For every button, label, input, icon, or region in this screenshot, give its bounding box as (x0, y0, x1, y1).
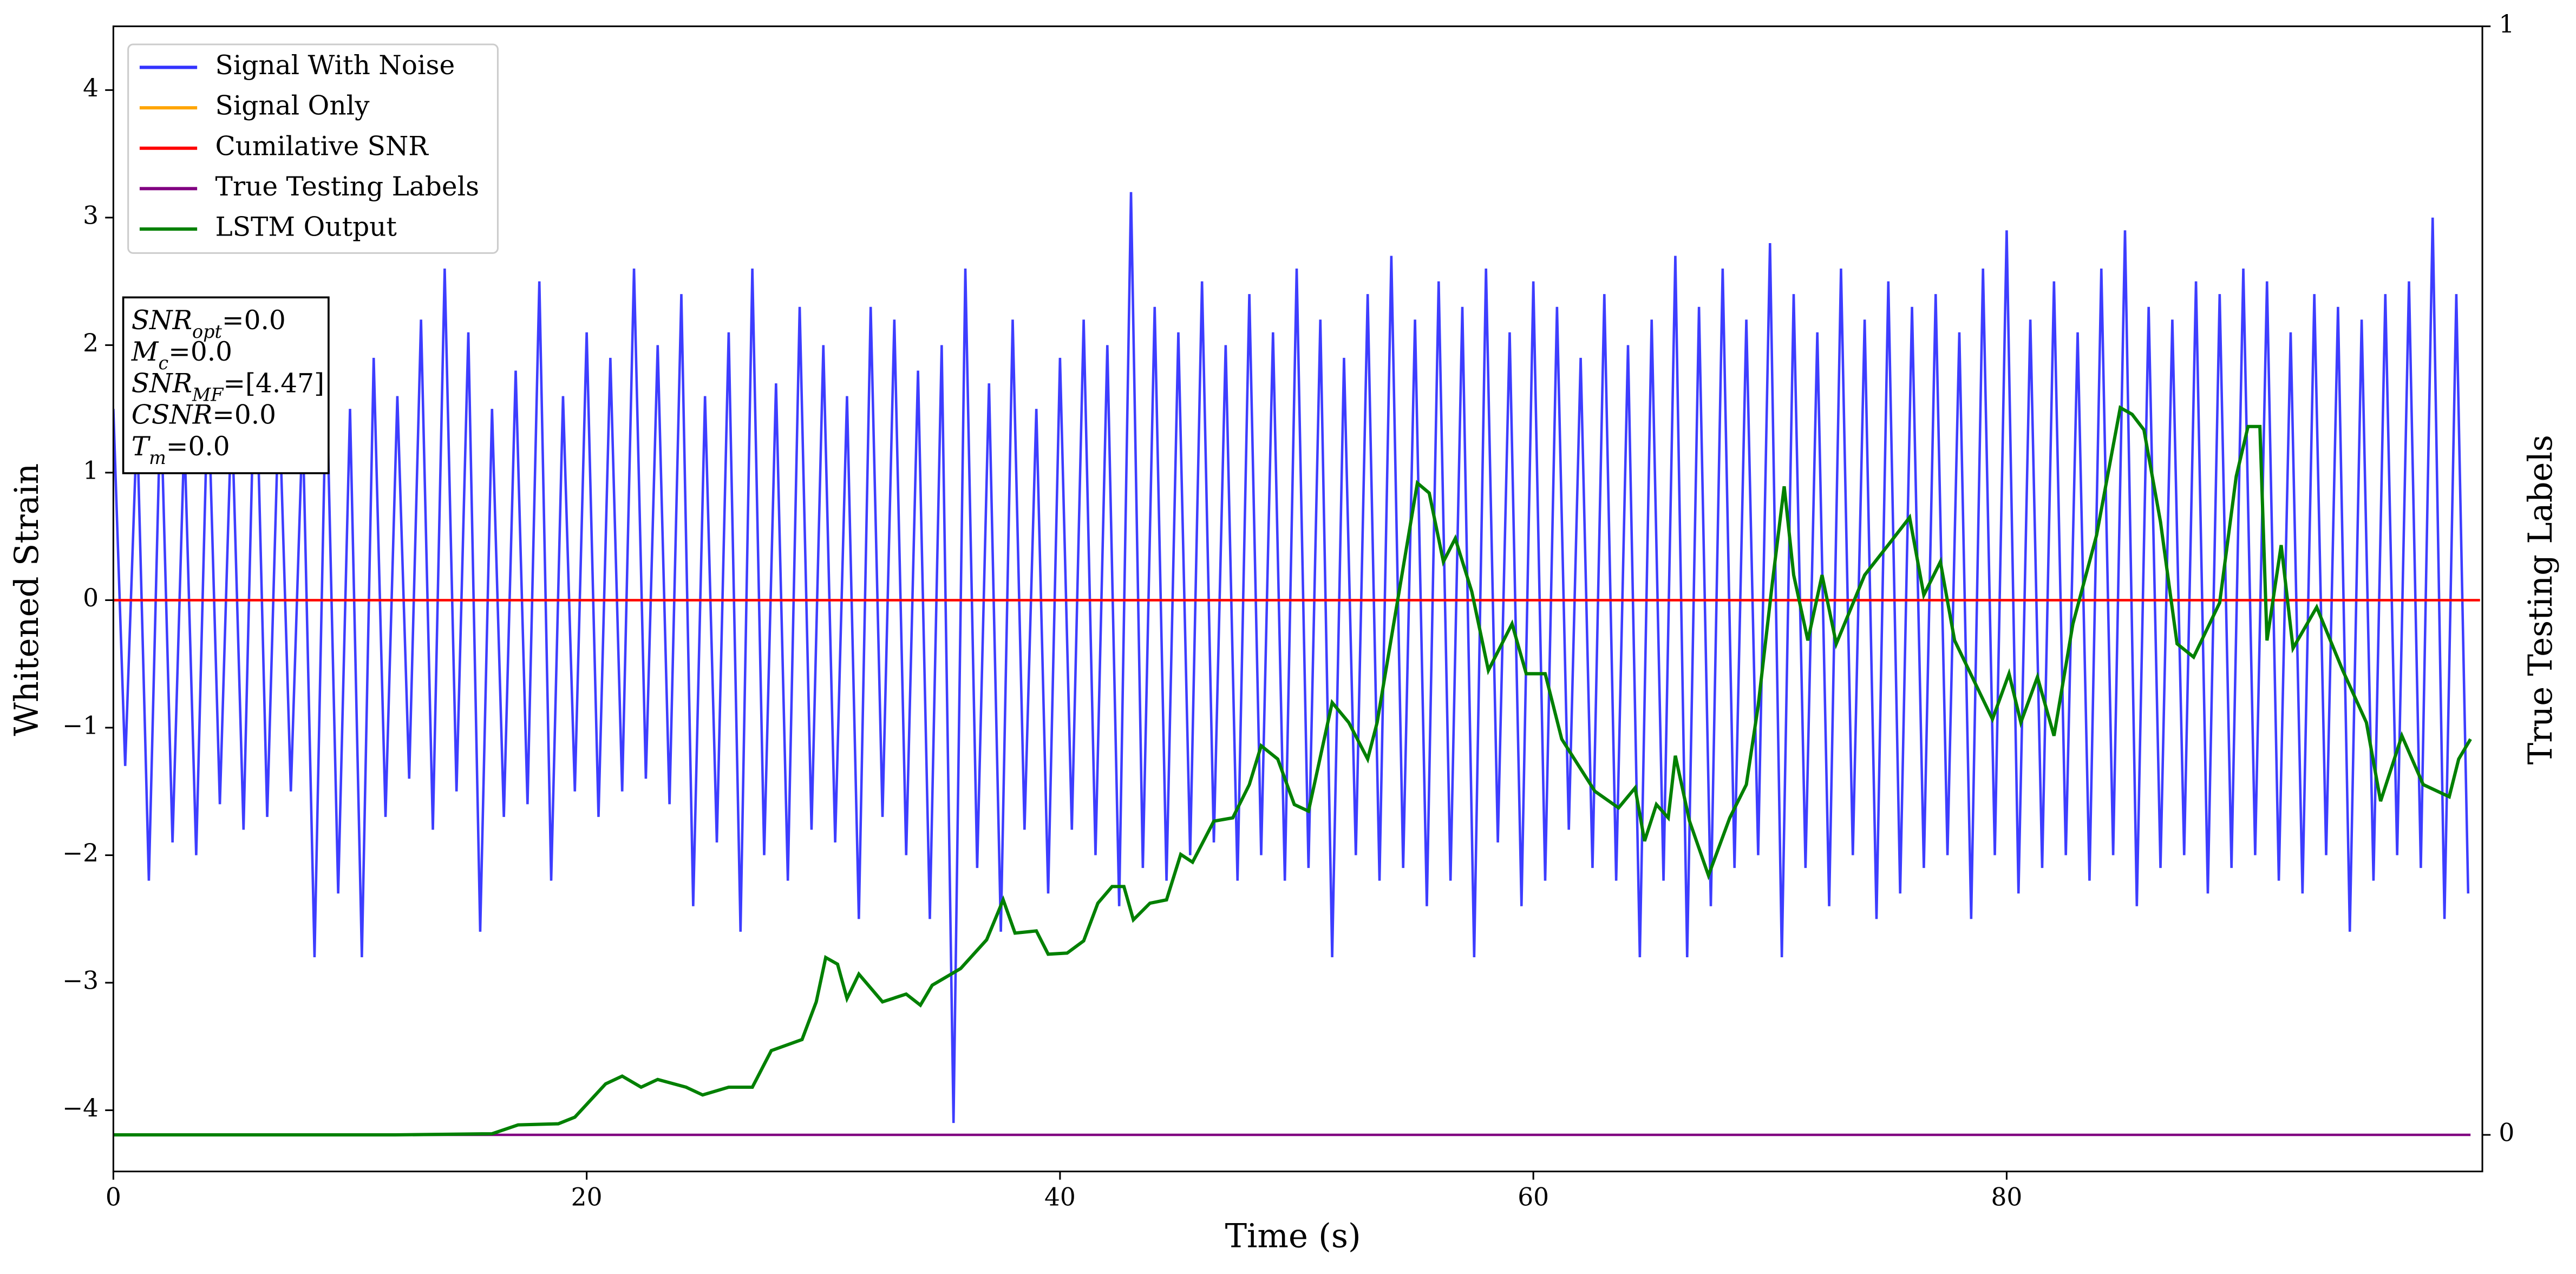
annotation: CSNR=0.0 (132, 400, 276, 430)
annotation: SNRopt=0.0 (132, 305, 286, 342)
y-tick-label: 4 (83, 74, 99, 102)
y2-tick-label: 1 (2499, 10, 2514, 38)
y-tick-label: 1 (83, 456, 99, 485)
annotation-value: =0.0 (166, 431, 230, 461)
series-line (113, 405, 2472, 1137)
annotation-value: =[4.47] (223, 368, 324, 398)
legend-label: Cumilative SNR (215, 131, 429, 161)
annotation-subscript: MF (192, 384, 224, 405)
legend-label: True Testing Labels (215, 172, 480, 202)
annotation-box (122, 296, 330, 474)
y-tick-label: 0 (83, 584, 99, 612)
series-line (113, 192, 2470, 1123)
x-tick-label: 0 (106, 1183, 121, 1212)
y-tick-label: −4 (62, 1094, 99, 1122)
x-tick-label: 40 (1044, 1183, 1076, 1212)
annotation-symbol: SNR (132, 305, 192, 335)
legend-label: Signal Only (215, 91, 370, 121)
annotation-value: =0.0 (168, 337, 232, 367)
annotation: Tm=0.0 (132, 431, 230, 468)
annotation-value: =0.0 (222, 305, 286, 335)
x-tick-label: 60 (1518, 1183, 1549, 1212)
annotation-symbol: M (131, 337, 159, 367)
annotation-subscript: opt (192, 321, 222, 342)
y2-axis-label: True Testing Labels (2522, 435, 2560, 765)
legend-box (127, 43, 499, 254)
annotation-symbol: T (132, 431, 151, 461)
y-tick-label: −3 (62, 966, 99, 995)
y-tick-label: −2 (62, 839, 99, 867)
annotation: Mc=0.0 (131, 337, 232, 374)
annotation-symbol: SNR (132, 368, 192, 398)
plot-frame (112, 25, 2483, 1173)
y-axis-label: Whitened Strain (8, 463, 46, 736)
annotation: SNRMF=[4.47] (132, 368, 324, 405)
annotation-subscript: c (158, 352, 168, 374)
x-axis-label: Time (s) (1225, 1218, 1361, 1256)
annotation-symbol: CSNR (132, 400, 212, 430)
x-tick-label: 20 (571, 1183, 603, 1212)
y-tick-label: −1 (62, 711, 99, 740)
legend-label: LSTM Output (215, 212, 397, 243)
y-tick-label: 2 (83, 329, 99, 357)
annotation-value: =0.0 (212, 400, 276, 430)
y2-tick-label: 0 (2499, 1119, 2514, 1147)
legend-label: Signal With Noise (215, 50, 455, 81)
annotation-subscript: m (149, 447, 166, 468)
y-tick-label: 3 (83, 201, 99, 230)
x-tick-label: 80 (1991, 1183, 2022, 1212)
